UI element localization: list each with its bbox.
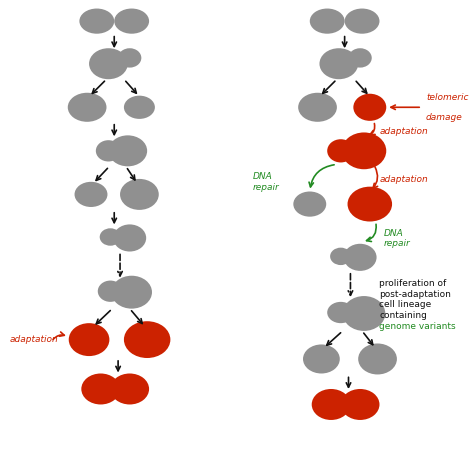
Ellipse shape: [293, 191, 326, 217]
Ellipse shape: [69, 323, 109, 356]
Text: adaptation: adaptation: [9, 335, 58, 344]
Ellipse shape: [298, 93, 337, 122]
Ellipse shape: [343, 296, 385, 331]
Text: repair: repair: [383, 239, 410, 248]
Ellipse shape: [327, 139, 354, 163]
Ellipse shape: [310, 9, 345, 34]
Ellipse shape: [358, 344, 397, 374]
Ellipse shape: [114, 9, 149, 34]
Text: adaptation: adaptation: [380, 175, 428, 184]
Ellipse shape: [111, 276, 152, 309]
Text: repair: repair: [253, 183, 279, 192]
Text: post-adaptation: post-adaptation: [380, 290, 451, 299]
Ellipse shape: [100, 228, 121, 246]
Text: DNA: DNA: [253, 173, 273, 182]
Ellipse shape: [113, 224, 146, 252]
Text: genome variants: genome variants: [380, 321, 456, 330]
Ellipse shape: [74, 182, 108, 207]
Ellipse shape: [124, 321, 170, 358]
Ellipse shape: [319, 48, 358, 79]
Ellipse shape: [341, 389, 380, 420]
Ellipse shape: [124, 96, 155, 119]
Ellipse shape: [345, 9, 380, 34]
Text: containing: containing: [380, 311, 428, 320]
Text: cell lineage: cell lineage: [380, 300, 432, 309]
Text: DNA: DNA: [383, 228, 403, 237]
Ellipse shape: [120, 179, 159, 210]
Ellipse shape: [342, 132, 386, 169]
Ellipse shape: [79, 9, 114, 34]
Ellipse shape: [330, 247, 351, 265]
Ellipse shape: [68, 93, 107, 122]
Text: telomeric: telomeric: [426, 93, 468, 102]
Ellipse shape: [98, 281, 123, 302]
Ellipse shape: [353, 94, 386, 121]
Ellipse shape: [109, 136, 147, 166]
Ellipse shape: [303, 345, 340, 374]
Ellipse shape: [327, 302, 354, 323]
Ellipse shape: [347, 187, 392, 221]
Text: adaptation: adaptation: [380, 127, 428, 136]
Ellipse shape: [110, 374, 149, 404]
Ellipse shape: [344, 244, 376, 271]
Ellipse shape: [82, 374, 120, 404]
Ellipse shape: [89, 48, 128, 79]
Ellipse shape: [312, 389, 350, 420]
Ellipse shape: [118, 48, 141, 68]
Text: damage: damage: [426, 113, 463, 122]
Ellipse shape: [348, 48, 372, 68]
Text: proliferation of: proliferation of: [380, 279, 447, 288]
Ellipse shape: [96, 140, 121, 162]
